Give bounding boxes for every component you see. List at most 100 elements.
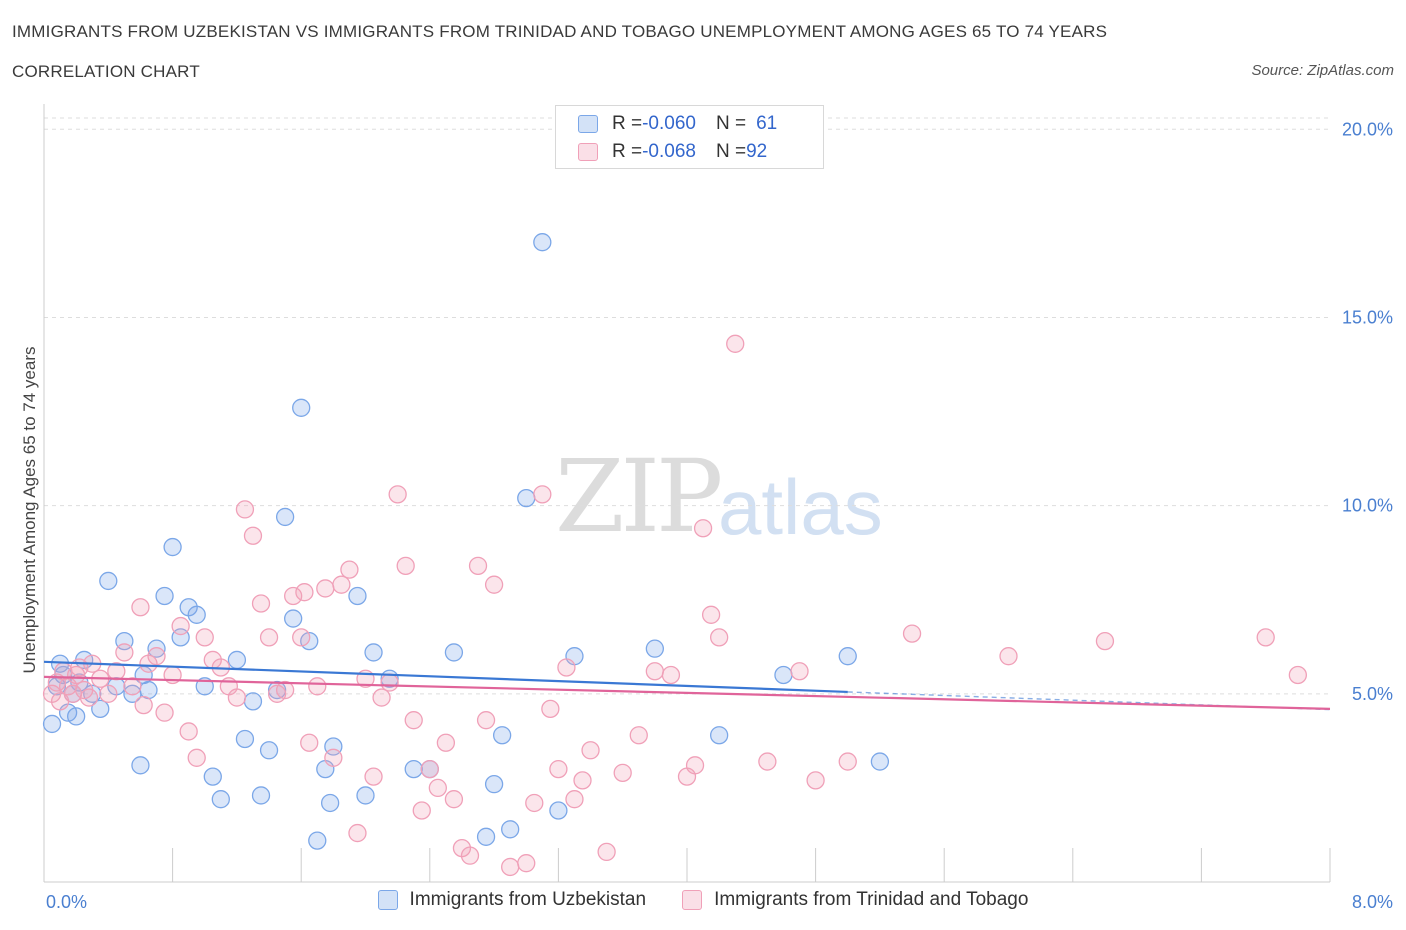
watermark-atlas: atlas	[718, 463, 883, 551]
point-trinidad	[517, 854, 536, 873]
point-uzbekistan	[444, 643, 464, 662]
point-trinidad	[412, 801, 431, 820]
point-uzbekistan	[155, 586, 174, 606]
y-tick-label: 10.0%	[1342, 496, 1393, 516]
x-tick-label: 0.0%	[46, 892, 87, 912]
point-trinidad	[300, 733, 319, 752]
point-uzbekistan	[501, 820, 520, 839]
point-trinidad	[1256, 628, 1275, 647]
legend-item-uzbekistan: Immigrants from Uzbekistan	[377, 889, 647, 911]
point-uzbekistan	[91, 699, 110, 719]
point-trinidad	[501, 857, 520, 877]
point-uzbekistan	[131, 756, 150, 775]
point-trinidad	[476, 711, 496, 730]
point-uzbekistan	[838, 647, 857, 666]
series-legend: Immigrants from Uzbekistan Immigrants fr…	[0, 889, 1406, 911]
y-axis-label: Unemployment Among Ages 65 to 74 years	[20, 347, 39, 674]
point-uzbekistan	[67, 707, 86, 726]
point-trinidad	[549, 759, 568, 779]
trendline-trinidad	[43, 675, 1331, 710]
point-trinidad	[324, 748, 343, 767]
point-trinidad	[525, 793, 544, 813]
point-uzbekistan	[356, 786, 375, 805]
point-uzbekistan	[549, 801, 568, 820]
point-trinidad	[428, 778, 447, 798]
point-trinidad	[99, 684, 118, 703]
point-trinidad	[999, 647, 1018, 666]
point-uzbekistan	[645, 639, 664, 658]
point-trinidad	[275, 680, 295, 700]
point-uzbekistan	[227, 650, 247, 670]
point-trinidad	[565, 790, 584, 809]
point-trinidad	[661, 665, 681, 685]
point-trinidad	[629, 726, 648, 745]
point-uzbekistan	[203, 767, 222, 786]
legend-n-label: N =	[715, 141, 747, 162]
point-trinidad	[1288, 665, 1307, 685]
point-trinidad	[227, 688, 247, 707]
point-trinidad	[645, 662, 664, 681]
y-tick-label: 15.0%	[1342, 307, 1393, 327]
point-trinidad	[131, 598, 150, 617]
point-trinidad	[195, 628, 214, 647]
legend-r-label: R =	[612, 113, 643, 134]
point-uzbekistan	[308, 831, 327, 850]
point-trinidad	[806, 771, 825, 790]
point-trinidad	[790, 662, 809, 681]
point-uzbekistan	[292, 398, 311, 417]
point-uzbekistan	[870, 752, 890, 771]
point-trinidad	[557, 658, 576, 677]
point-trinidad	[134, 695, 153, 715]
legend-row-uzbekistan: R = -0.060 N = 61	[578, 112, 777, 136]
point-trinidad	[533, 485, 552, 504]
legend-n-value: 92	[746, 141, 768, 162]
point-trinidad	[597, 842, 616, 862]
point-trinidad	[372, 688, 391, 707]
point-uzbekistan	[275, 507, 295, 527]
point-trinidad	[348, 823, 367, 843]
point-uzbekistan	[139, 680, 158, 700]
point-uzbekistan	[284, 609, 303, 628]
point-trinidad	[115, 643, 134, 662]
point-trinidad	[758, 752, 777, 771]
point-trinidad	[251, 594, 271, 613]
point-trinidad	[685, 756, 705, 775]
point-uzbekistan	[211, 790, 230, 809]
point-trinidad	[292, 628, 311, 647]
point-trinidad	[316, 579, 335, 598]
point-uzbekistan	[492, 726, 512, 745]
point-trinidad	[613, 763, 632, 783]
point-trinidad	[701, 605, 721, 624]
point-uzbekistan	[99, 571, 118, 591]
point-trinidad	[380, 673, 399, 692]
point-uzbekistan	[320, 793, 340, 813]
x-tick-label: 8.0%	[1352, 892, 1393, 912]
point-trinidad	[123, 677, 142, 696]
point-trinidad	[693, 519, 713, 538]
legend-swatch-uzbekistan	[578, 115, 598, 133]
point-trinidad	[147, 647, 166, 666]
legend-label-uzbekistan: Immigrants from Uzbekistan	[409, 889, 647, 910]
point-trinidad	[404, 711, 423, 730]
point-uzbekistan	[710, 726, 729, 745]
point-trinidad	[541, 699, 560, 719]
point-trinidad	[284, 586, 303, 606]
legend-swatch-uzbekistan	[377, 890, 398, 910]
y-tick-label: 5.0%	[1352, 684, 1393, 704]
point-trinidad	[460, 846, 480, 865]
point-uzbekistan	[187, 605, 206, 624]
legend-r-value: -0.060	[642, 113, 696, 134]
point-trinidad	[243, 526, 263, 545]
point-trinidad	[171, 616, 190, 636]
point-trinidad	[308, 677, 327, 696]
point-uzbekistan	[533, 233, 552, 252]
point-uzbekistan	[235, 729, 255, 749]
point-uzbekistan	[476, 827, 496, 846]
y-tick-label: 20.0%	[1342, 119, 1393, 139]
point-trinidad	[396, 556, 415, 576]
legend-row-trinidad: R = -0.068 N = 92	[578, 140, 767, 164]
point-trinidad	[364, 767, 383, 786]
point-uzbekistan	[348, 586, 367, 606]
point-uzbekistan	[251, 786, 271, 805]
point-trinidad	[902, 624, 922, 643]
